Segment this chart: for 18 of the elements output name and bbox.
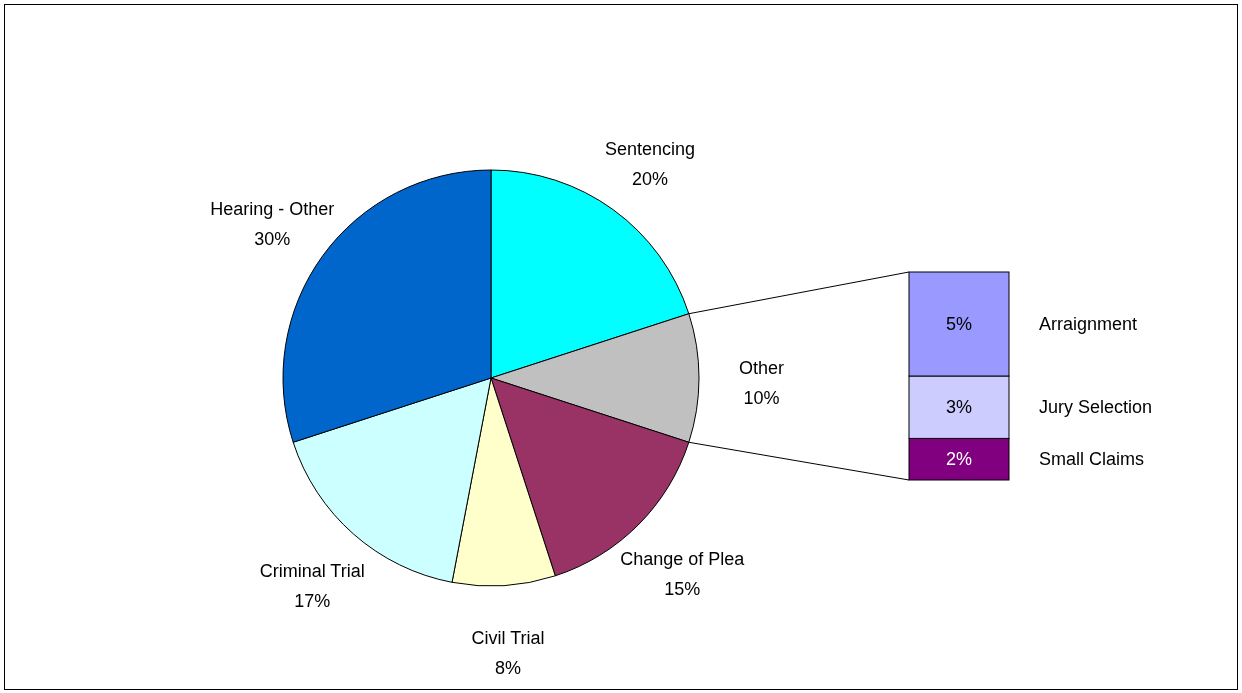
- slice-label: Hearing - Other: [210, 199, 335, 220]
- data-label: 20%: [631, 169, 668, 190]
- slice-label: Sentencing: [604, 139, 695, 160]
- slice-label: Criminal Trial: [259, 560, 365, 581]
- data-label: 17%: [294, 590, 331, 611]
- slice-label: Other: [738, 358, 784, 378]
- series-label: Jury Selection: [1039, 397, 1153, 418]
- data-label: 5%: [945, 314, 973, 334]
- data-label: 8%: [494, 657, 521, 678]
- series-label: Small Claims: [1039, 449, 1145, 470]
- slice-label: Civil Trial: [471, 627, 545, 648]
- slice-label: Change of Plea: [620, 549, 746, 570]
- series-label: Arraignment: [1039, 314, 1138, 334]
- data-label: 10%: [743, 388, 780, 408]
- data-label: 30%: [254, 229, 291, 250]
- data-label: 15%: [664, 579, 701, 600]
- data-label: 3%: [945, 397, 973, 418]
- data-label: 2%: [945, 449, 973, 470]
